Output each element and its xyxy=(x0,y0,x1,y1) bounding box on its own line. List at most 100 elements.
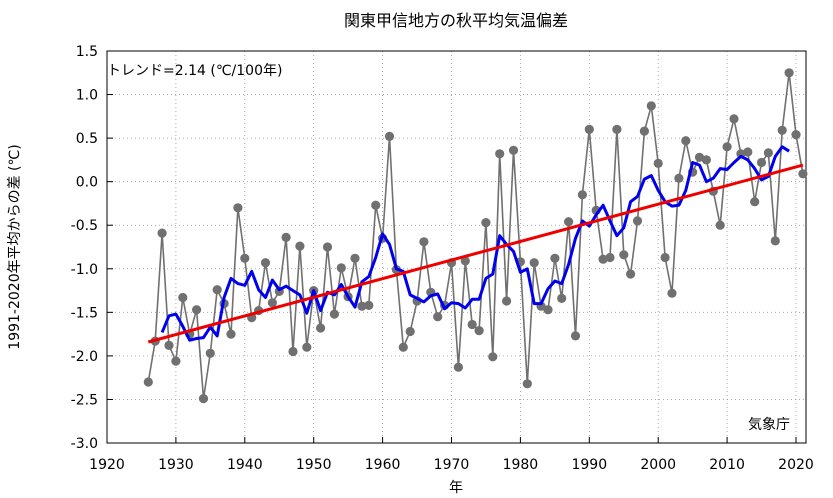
annual-data-point xyxy=(763,148,774,158)
annual-data-point xyxy=(474,326,484,336)
annual-data-point xyxy=(543,305,553,315)
annual-data-point xyxy=(419,237,429,247)
annual-data-point xyxy=(302,342,312,352)
annual-data-point xyxy=(205,348,215,358)
x-tick-label: 1920 xyxy=(89,457,125,473)
annual-data-point xyxy=(639,126,650,136)
annual-data-point xyxy=(564,217,574,227)
annual-data-point xyxy=(281,232,291,242)
annual-data-point xyxy=(750,197,760,207)
series xyxy=(143,68,808,404)
annual-data-point xyxy=(529,258,539,268)
annual-data-point xyxy=(467,319,477,330)
annual-data-point xyxy=(364,300,374,310)
annual-data-point xyxy=(729,114,739,124)
annual-data-point xyxy=(398,342,408,352)
annual-data-point xyxy=(198,394,209,404)
annual-data-point xyxy=(143,377,153,387)
annual-data-point xyxy=(316,323,326,333)
annual-data-point xyxy=(329,309,339,319)
annual-data-point xyxy=(336,263,346,273)
annual-data-point xyxy=(791,130,801,140)
annual-data-point xyxy=(171,356,181,366)
y-tick-label: 0.5 xyxy=(76,131,98,147)
annual-data-point xyxy=(322,242,333,252)
annual-data-point xyxy=(260,258,271,268)
chart-title: 関東甲信地方の秋平均気温偏差 xyxy=(344,11,568,30)
annual-data-point xyxy=(502,296,512,306)
annual-data-point xyxy=(226,329,236,339)
x-tick-label: 2000 xyxy=(640,457,676,473)
y-tick-label: -1.5 xyxy=(71,305,98,321)
annual-data-point xyxy=(433,312,443,322)
x-tick-label: 1930 xyxy=(158,457,194,473)
annual-data-point xyxy=(481,218,491,228)
annual-data-point xyxy=(371,200,381,210)
annual-data-point xyxy=(653,158,663,168)
annual-data-point xyxy=(570,331,581,341)
annual-data-point xyxy=(350,253,360,263)
annual-data-point xyxy=(598,254,608,264)
annual-data-point xyxy=(488,352,498,362)
annual-data-point xyxy=(743,147,753,157)
annual-data-point xyxy=(460,256,470,266)
x-tick-label: 2010 xyxy=(709,457,745,473)
annual-data-point xyxy=(674,173,684,183)
annual-data-point xyxy=(508,145,519,155)
y-tick-label: -3.0 xyxy=(71,436,98,452)
annual-data-point xyxy=(715,220,725,230)
annual-data-point xyxy=(784,68,794,78)
annual-data-point xyxy=(233,203,243,213)
annual-data-point xyxy=(584,124,594,134)
annual-data-point xyxy=(770,236,780,246)
annual-data-point xyxy=(295,241,305,251)
trend-annotation: トレンド=2.14 (℃/100年) xyxy=(107,63,282,79)
annual-data-point xyxy=(694,152,705,162)
annual-data-point xyxy=(288,346,298,357)
annual-data-point xyxy=(681,136,691,146)
annual-data-point xyxy=(577,190,588,200)
annual-data-point xyxy=(453,362,463,372)
annual-data-point xyxy=(357,301,367,311)
annual-data-point xyxy=(646,101,656,111)
x-axis-label: 年 xyxy=(449,480,463,496)
annual-data-point xyxy=(605,252,615,263)
annual-data-point xyxy=(777,125,787,135)
annual-data-point xyxy=(612,124,622,134)
annual-data-point xyxy=(626,269,636,279)
y-tick-label: 1.5 xyxy=(76,44,98,60)
x-tick-label: 1990 xyxy=(571,457,607,473)
annual-data-point xyxy=(701,155,712,165)
annual-data-point xyxy=(157,228,167,238)
annual-data-point xyxy=(667,288,677,298)
annual-data-point xyxy=(632,216,643,226)
axis-ticks: 1920 1930 1940 1950 1960 1970 1980 1990 2000 2010… xyxy=(71,44,814,473)
y-tick-label: -2.5 xyxy=(71,392,98,408)
annual-data-point xyxy=(405,326,415,337)
annual-data-point xyxy=(798,169,808,179)
annual-data-point xyxy=(756,157,767,168)
source-label: 気象庁 xyxy=(748,417,790,433)
y-tick-label: -0.5 xyxy=(71,218,98,234)
annual-data-point xyxy=(267,298,277,308)
y-tick-label: -1.0 xyxy=(71,262,98,278)
x-tick-label: 2020 xyxy=(778,457,814,473)
annual-data-point xyxy=(164,340,174,350)
trend-line xyxy=(147,163,804,344)
annual-data-point xyxy=(660,252,670,263)
y-tick-label: 0.0 xyxy=(76,175,98,191)
annual-data-point xyxy=(722,142,732,152)
annual-data-point xyxy=(178,292,188,303)
annual-data-point xyxy=(522,379,532,389)
annual-data-point xyxy=(495,149,505,159)
moving-average-line xyxy=(160,145,790,342)
x-tick-label: 1950 xyxy=(296,457,332,473)
x-tick-label: 1960 xyxy=(365,457,401,473)
y-tick-label: -2.0 xyxy=(71,349,98,365)
x-tick-label: 1970 xyxy=(434,457,470,473)
annual-data-point xyxy=(619,250,629,260)
grid-lines xyxy=(107,51,806,443)
y-axis-label: 1991-2020年平均からの差 (℃) xyxy=(7,144,23,349)
